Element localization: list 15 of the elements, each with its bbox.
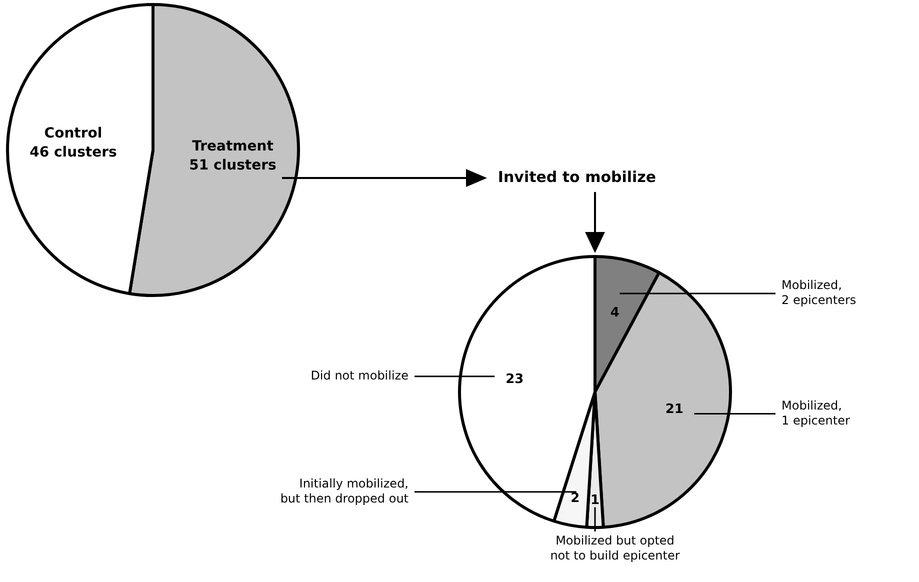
data-label: 2: [570, 490, 580, 506]
slice-label: Mobilized but opted not to build epicenter: [550, 534, 680, 563]
slice-label: Treatment: [192, 138, 274, 155]
slice-label: Initially mobilized, but then dropped out: [280, 476, 409, 506]
slice-label: Mobilized, 2 epicenters: [782, 278, 856, 308]
slice-label: Mobilized, 1 epicenter: [782, 398, 850, 428]
data-label: 4: [610, 306, 620, 321]
data-label: 46 clusters: [30, 144, 117, 161]
data-label: 23: [506, 372, 524, 387]
slice-label: Control: [44, 126, 102, 142]
data-label: 51 clusters: [189, 158, 276, 174]
chart-title: Invited to mobilize: [498, 168, 656, 186]
data-label: 21: [665, 402, 684, 417]
slice-label: Did not mobilize: [310, 368, 408, 383]
data-label: 1: [590, 492, 600, 508]
